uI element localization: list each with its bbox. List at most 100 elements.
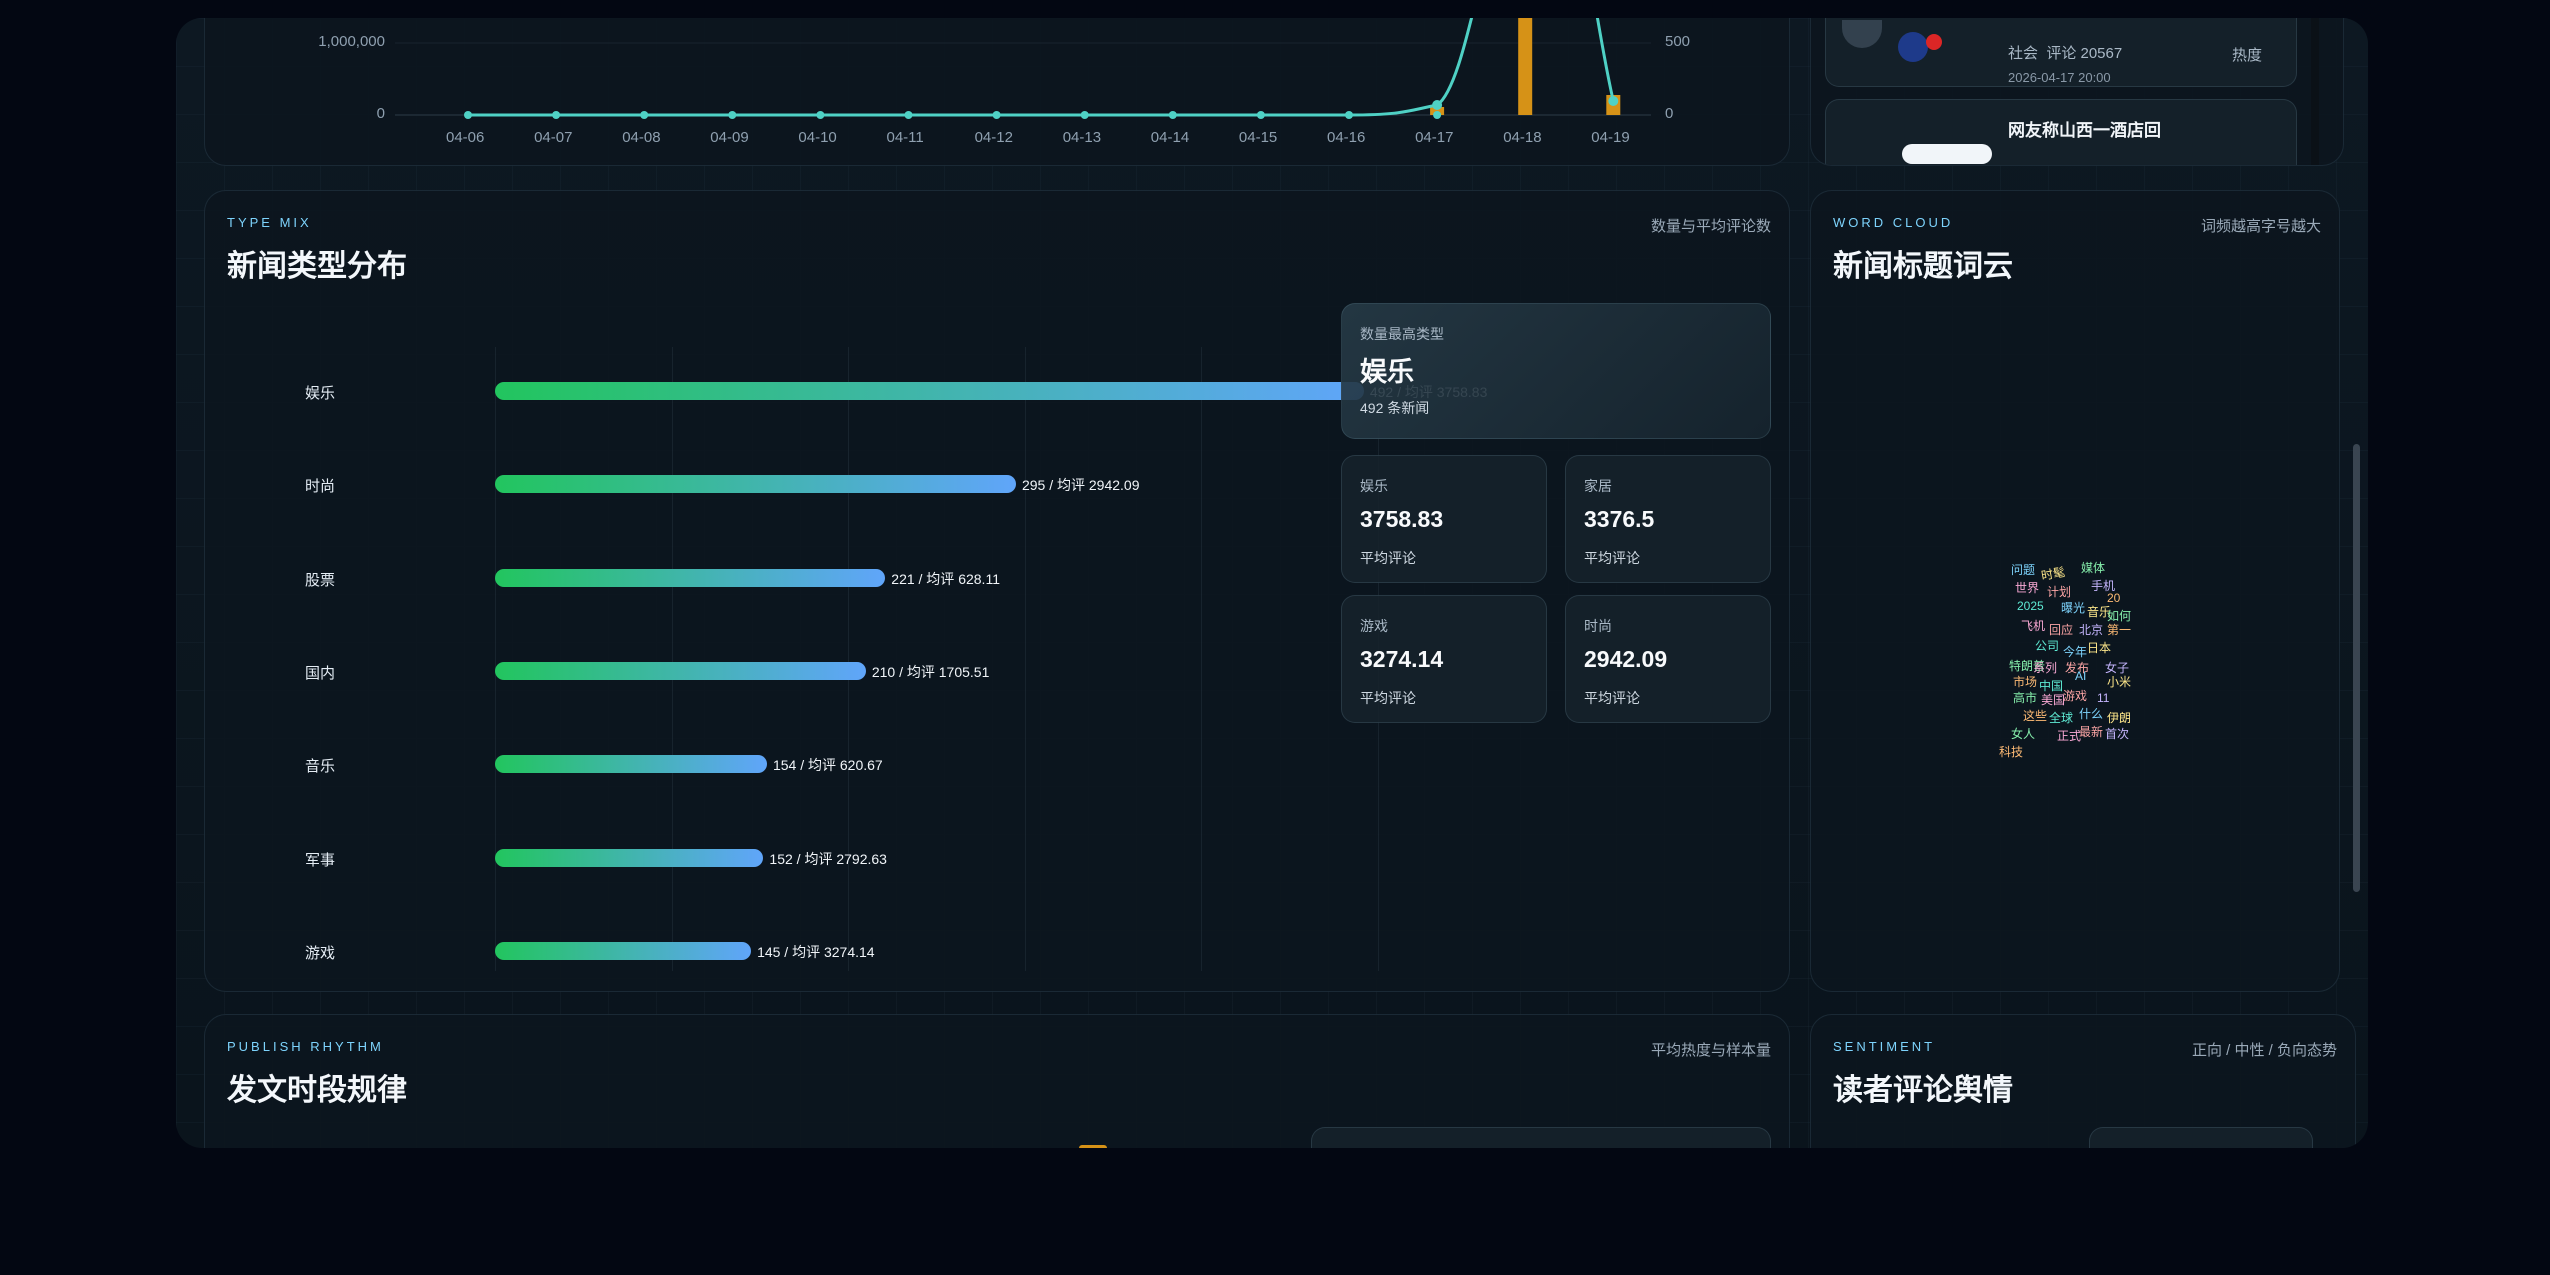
avg-card-label: 时尚 (1584, 618, 1612, 634)
word-cloud-word: 曝光 (2061, 601, 2086, 615)
word-cloud-word: AI (2075, 669, 2087, 683)
timeline-point (1080, 111, 1089, 119)
bar[interactable] (495, 382, 1364, 400)
type-mix-eyebrow: TYPE MIX (227, 215, 312, 230)
word-cloud-panel: WORD CLOUD 新闻标题词云 词频越高字号越大 问题 时髦 媒体 世界 计划 手机 2… (1810, 190, 2340, 992)
bar-value-label: 152 / 均评 2792.63 (769, 850, 887, 867)
timeline-date-label: 04-16 (1327, 129, 1366, 146)
bar[interactable] (495, 475, 1016, 494)
timeline-bar (1518, 18, 1533, 115)
bar[interactable] (495, 568, 886, 587)
word-cloud-title: 新闻标题词云 (1833, 250, 2013, 283)
news-item[interactable]: 网友称山西一酒店回 (1825, 99, 2297, 165)
right-y-tick-top: 500 (1665, 33, 1691, 50)
avg-card: 娱乐 3758.83 平均评论 (1341, 455, 1547, 583)
top-type-value: 娱乐 (1360, 357, 1414, 387)
word-cloud-word: 美国 (2041, 693, 2066, 707)
word-cloud-word: 正式 (2057, 729, 2082, 743)
bar[interactable] (495, 755, 767, 774)
avg-card-label: 游戏 (1360, 618, 1388, 634)
x-gridline (1024, 347, 1026, 971)
timeline-date-label: 04-11 (886, 129, 924, 146)
word-cloud-word: 科技 (1999, 745, 2024, 759)
word-cloud-word: 首次 (2105, 727, 2130, 741)
timeline-date-label: 04-13 (1062, 129, 1102, 146)
news-item-meta: 社会 评论 20567 (2008, 45, 2123, 62)
timeline-date-label: 04-10 (798, 129, 837, 146)
timeline-point (1256, 111, 1265, 119)
avg-card-sub: 平均评论 (1360, 690, 1416, 706)
word-cloud-word: 媒体 (2081, 561, 2106, 575)
word-cloud-word: 音乐 (2087, 605, 2112, 619)
timeline-point (1345, 111, 1353, 119)
word-cloud-word: 日本 (2087, 641, 2112, 655)
bar[interactable] (495, 661, 866, 680)
bar[interactable] (495, 848, 764, 867)
word-cloud-word: 计划 (2047, 585, 2072, 599)
word-cloud-word: 什么 (2079, 707, 2104, 721)
news-item[interactable]: 社会 评论 20567 2026-04-17 20:00 热度 (1825, 18, 2297, 87)
rhythm-summary-card (1311, 1127, 1771, 1148)
word-cloud-word: 11 (2097, 691, 2110, 705)
avg-card-value: 3758.83 (1360, 506, 1444, 532)
word-cloud-word: 手机 (2091, 579, 2116, 593)
word-cloud-word: 女子 (2105, 661, 2130, 675)
word-cloud-hint: 词频越高字号越大 (2200, 218, 2321, 235)
bar-value-label: 145 / 均评 3274.14 (757, 943, 875, 960)
word-cloud-word: 特朗普 (2009, 659, 2046, 673)
bar-category-label: 国内 (304, 664, 335, 682)
timeline-point (1433, 111, 1442, 119)
word-cloud-word: 2025 (2017, 599, 2044, 613)
timeline-point (816, 111, 825, 119)
timeline-point (552, 111, 561, 119)
timeline-date-label: 04-19 (1591, 129, 1630, 146)
sentiment-title: 读者评论舆情 (1833, 1074, 2013, 1107)
avg-card-label: 娱乐 (1360, 478, 1388, 494)
word-cloud-word: 市场 (2013, 675, 2038, 689)
news-list-panel: 社会 评论 20567 2026-04-17 20:00 热度 网友称山西一酒店… (1810, 18, 2344, 166)
timeline-point (1168, 111, 1177, 119)
top-type-label: 数量最高类型 (1360, 326, 1444, 342)
timeline-point (640, 111, 649, 119)
word-cloud-word: 今年 (2063, 645, 2088, 659)
timeline-panel: 1,000,000 0 500 0 04-06 04-07 04-08 04-09 04… (204, 18, 1790, 166)
word-cloud-word: 第一 (2107, 623, 2132, 637)
page-scrollbar-thumb[interactable] (2353, 444, 2360, 892)
news-list-scrollbar[interactable] (2311, 18, 2319, 165)
left-y-tick-top: 1,000,000 (318, 33, 385, 50)
timeline-date-label: 04-17 (1415, 129, 1454, 146)
word-cloud-word: 中国 (2039, 679, 2064, 693)
bar-value-label: 221 / 均评 628.11 (891, 570, 1000, 587)
avg-card-sub: 平均评论 (1584, 690, 1640, 706)
word-cloud-word: 小米 (2107, 675, 2132, 689)
word-cloud-word: 这些 (2023, 709, 2048, 723)
word-cloud-word: 系列 (2033, 661, 2058, 675)
rhythm-eyebrow: PUBLISH RHYTHM (227, 1039, 384, 1054)
dashboard-viewport: 1,000,000 0 500 0 04-06 04-07 04-08 04-09 04… (176, 18, 2368, 1148)
left-y-tick-zero: 0 (376, 105, 385, 122)
timeline-date-label: 04-07 (534, 129, 573, 146)
news-thumbnail (1842, 20, 1942, 62)
timeline-point (1432, 100, 1443, 110)
bar-category-label: 军事 (304, 851, 335, 869)
thumbnail-red-dot (1926, 34, 1942, 50)
word-cloud-word: 女人 (2011, 727, 2036, 741)
timeline-point (1608, 96, 1619, 106)
bar[interactable] (495, 941, 752, 960)
word-cloud-word: 游戏 (2063, 689, 2088, 703)
bar-value-label: 154 / 均评 620.67 (772, 757, 883, 774)
bar-category-label: 股票 (304, 571, 335, 589)
avg-card-sub: 平均评论 (1584, 550, 1640, 566)
word-cloud-word: 时髦 (2040, 565, 2067, 583)
bar-category-label: 时尚 (304, 478, 335, 496)
x-gridline (495, 347, 496, 971)
x-gridline (1201, 347, 1203, 971)
rhythm-hint: 平均热度与样本量 (1650, 1042, 1771, 1059)
bar-value-label: 210 / 均评 1705.51 (871, 663, 990, 680)
word-cloud-word: 全球 (2049, 711, 2074, 725)
right-y-tick-zero: 0 (1665, 105, 1674, 122)
publish-rhythm-panel: PUBLISH RHYTHM 发文时段规律 平均热度与样本量 (204, 1014, 1790, 1148)
word-cloud-word: 世界 (2015, 581, 2040, 595)
timeline-date-label: 04-06 (446, 129, 485, 146)
bar-value-label: 295 / 均评 2942.09 (1021, 477, 1140, 494)
